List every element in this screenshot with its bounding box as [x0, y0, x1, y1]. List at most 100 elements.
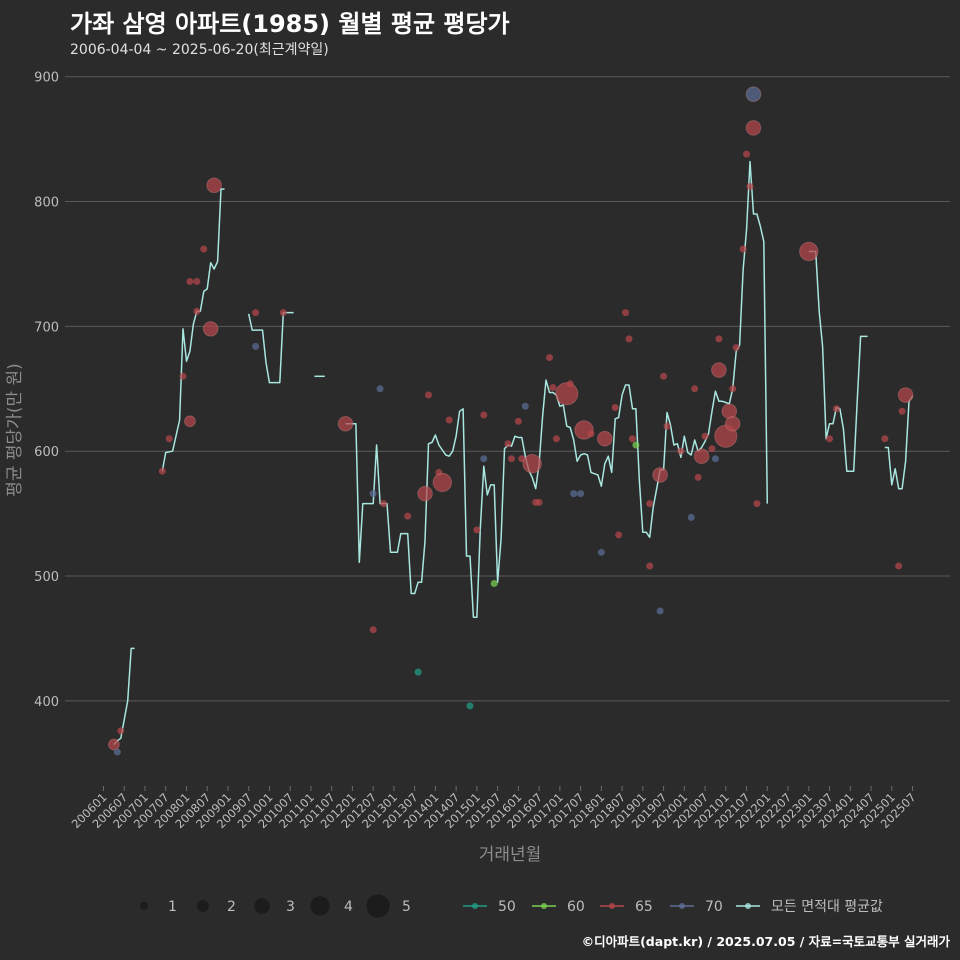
scatter-point — [200, 245, 208, 253]
scatter-point — [687, 513, 695, 521]
scatter-point — [745, 120, 762, 136]
scatter-point — [711, 362, 727, 378]
color-legend-dot — [609, 903, 615, 909]
average-line — [808, 250, 868, 472]
scatter-point — [424, 391, 432, 399]
scatter-point — [897, 387, 914, 403]
scatter-point — [711, 455, 719, 463]
y-tick-label: 800 — [34, 196, 59, 211]
scatter-point — [597, 548, 605, 556]
scatter-point — [202, 321, 219, 337]
color-legend-label: 모든 면적대 평균값 — [771, 899, 883, 915]
scatter-point — [724, 415, 741, 432]
scatter-point — [625, 335, 633, 343]
scatter-point — [743, 150, 751, 158]
size-legend-marker — [197, 900, 209, 912]
scatter-point — [535, 498, 543, 506]
size-legend-marker — [310, 896, 330, 916]
scatter-point — [117, 727, 125, 735]
scatter-point — [252, 342, 260, 350]
scatter-point — [632, 441, 640, 449]
y-axis: 400 500 600 700 800 900 — [34, 71, 59, 710]
y-tick-label: 700 — [34, 320, 59, 335]
chart-title: 가좌 삼영 아파트(1985) 월별 평균 평당가 — [70, 10, 510, 38]
average-line-series — [113, 160, 914, 746]
scatter-point — [432, 472, 453, 493]
scatter-point — [799, 241, 819, 262]
scatter-point — [184, 415, 196, 428]
scatter-points — [107, 86, 914, 756]
size-legend-label: 3 — [286, 899, 295, 915]
scatter-point — [466, 702, 474, 710]
size-legend: 1 2 3 4 5 — [140, 894, 411, 918]
y-axis-title: 평균 평당가(만 원) — [5, 363, 25, 497]
scatter-point — [691, 385, 699, 393]
color-legend-label: 50 — [498, 899, 516, 915]
scatter-point — [480, 411, 488, 419]
grid-lines — [65, 76, 950, 702]
scatter-point — [552, 435, 560, 443]
scatter-point — [186, 277, 194, 285]
size-legend-label: 5 — [402, 899, 411, 915]
size-legend-label: 2 — [227, 899, 236, 915]
scatter-point — [622, 309, 630, 317]
scatter-point — [369, 490, 377, 498]
size-legend-marker — [366, 894, 390, 918]
scatter-point — [646, 562, 654, 570]
scatter-point — [445, 416, 453, 424]
scatter-point — [206, 177, 222, 194]
color-legend-label: 70 — [705, 899, 723, 915]
scatter-point — [826, 435, 834, 443]
y-tick-label: 500 — [34, 570, 59, 585]
scatter-point — [693, 448, 710, 465]
scatter-point — [504, 440, 512, 448]
scatter-point — [376, 385, 384, 393]
size-legend-label: 1 — [168, 899, 177, 915]
scatter-point — [417, 485, 433, 502]
scatter-point — [652, 467, 668, 483]
scatter-point — [414, 668, 422, 676]
footer-credit: ©디아파트(dapt.kr) / 2025.07.05 / 자료=국토교통부 실… — [581, 934, 950, 949]
scatter-point — [701, 432, 709, 440]
color-legend-dot — [541, 903, 547, 909]
scatter-point — [615, 531, 623, 539]
scatter-point — [165, 435, 173, 443]
scatter-point — [646, 500, 654, 508]
scatter-point — [490, 580, 498, 588]
scatter-point — [729, 385, 737, 393]
scatter-point — [597, 430, 613, 447]
scatter-point — [193, 307, 201, 315]
scatter-point — [158, 467, 166, 475]
scatter-point — [628, 435, 636, 443]
scatter-point — [107, 738, 120, 751]
scatter-point — [898, 407, 906, 415]
y-tick-label: 600 — [34, 445, 59, 460]
scatter-point — [507, 455, 515, 463]
scatter-point — [404, 512, 412, 520]
average-line — [884, 395, 914, 490]
average-line — [247, 311, 294, 384]
scatter-point — [660, 372, 668, 380]
scatter-point — [179, 372, 187, 380]
scatter-point — [369, 626, 377, 634]
scatter-point — [549, 384, 557, 392]
scatter-point — [480, 455, 488, 463]
scatter-point — [514, 417, 522, 425]
scatter-point — [113, 748, 121, 756]
scatter-point — [522, 453, 542, 474]
scatter-point — [745, 86, 762, 102]
scatter-point — [337, 415, 354, 432]
scatter-point — [473, 526, 481, 534]
scatter-point — [521, 402, 529, 410]
color-legend-dot — [679, 903, 685, 909]
scatter-point — [577, 490, 585, 498]
color-legend-dot — [745, 903, 751, 909]
scatter-point — [518, 455, 526, 463]
scatter-point — [832, 405, 840, 413]
x-axis-title: 거래년월 — [479, 845, 542, 865]
color-legend-dot — [472, 903, 478, 909]
scatter-point — [656, 607, 664, 615]
scatter-point — [570, 490, 578, 498]
scatter-point — [566, 380, 574, 388]
